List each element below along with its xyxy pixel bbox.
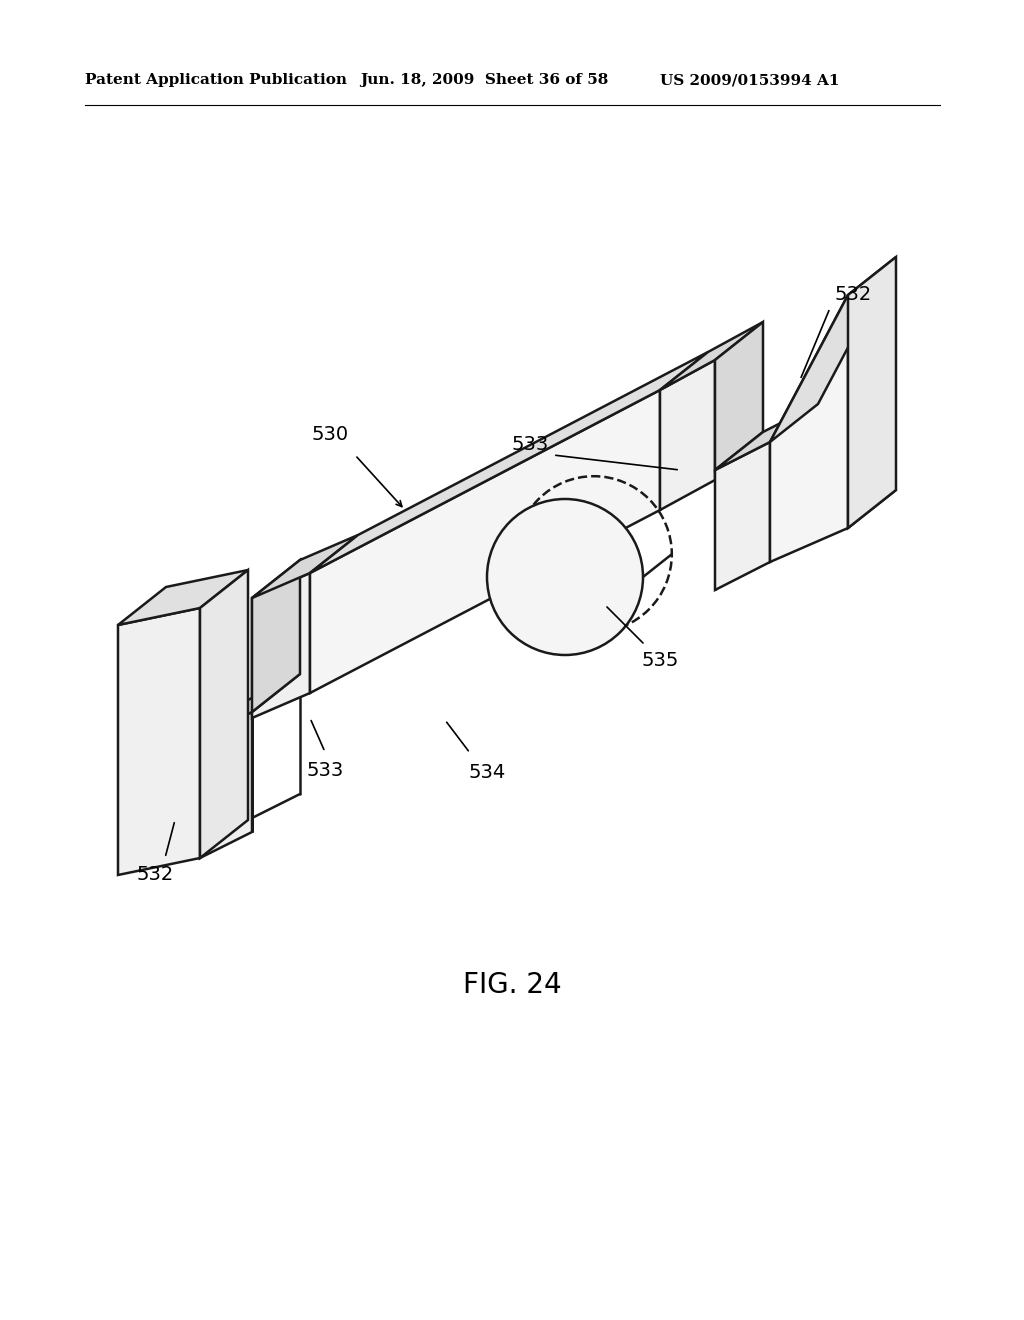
Polygon shape bbox=[715, 442, 770, 590]
Text: Patent Application Publication: Patent Application Publication bbox=[85, 73, 347, 87]
Polygon shape bbox=[252, 573, 310, 718]
Text: 532: 532 bbox=[835, 285, 872, 305]
Polygon shape bbox=[252, 535, 358, 598]
Polygon shape bbox=[848, 257, 896, 528]
Text: Jun. 18, 2009  Sheet 36 of 58: Jun. 18, 2009 Sheet 36 of 58 bbox=[360, 73, 608, 87]
Polygon shape bbox=[200, 570, 248, 858]
Polygon shape bbox=[770, 257, 896, 442]
Polygon shape bbox=[200, 711, 252, 858]
Polygon shape bbox=[252, 560, 300, 711]
Text: 535: 535 bbox=[641, 651, 679, 669]
Text: 533: 533 bbox=[306, 760, 344, 780]
Polygon shape bbox=[200, 675, 300, 738]
Polygon shape bbox=[118, 609, 200, 875]
Text: 530: 530 bbox=[311, 425, 348, 445]
Text: US 2009/0153994 A1: US 2009/0153994 A1 bbox=[660, 73, 840, 87]
Ellipse shape bbox=[487, 499, 643, 655]
Text: 533: 533 bbox=[511, 436, 549, 454]
Polygon shape bbox=[660, 322, 763, 389]
Polygon shape bbox=[660, 360, 715, 510]
Text: 532: 532 bbox=[136, 866, 174, 884]
Polygon shape bbox=[310, 352, 708, 573]
Text: 534: 534 bbox=[468, 763, 506, 783]
Polygon shape bbox=[310, 389, 660, 693]
Polygon shape bbox=[715, 404, 818, 470]
Polygon shape bbox=[715, 322, 763, 470]
Polygon shape bbox=[118, 570, 248, 624]
Polygon shape bbox=[770, 294, 848, 562]
Text: FIG. 24: FIG. 24 bbox=[463, 972, 561, 999]
